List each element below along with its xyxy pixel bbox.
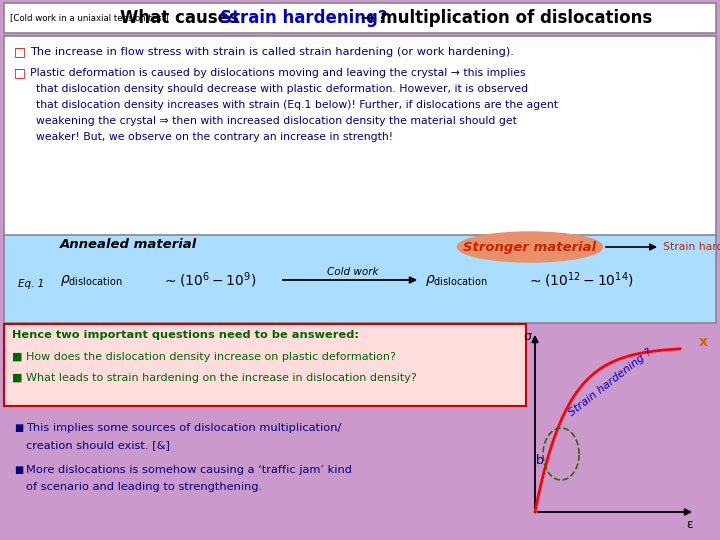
Text: Eq. 1: Eq. 1 [18,279,44,289]
Text: Strain hardening?: Strain hardening? [220,9,387,27]
Text: σ: σ [523,330,531,343]
Text: $\sim (10^6 - 10^9)$: $\sim (10^6 - 10^9)$ [162,270,256,290]
Text: x: x [698,335,708,349]
Text: b: b [536,454,544,467]
Text: More dislocations is somehow causing a ‘traffic jam’ kind: More dislocations is somehow causing a ‘… [26,465,352,475]
Text: ■: ■ [14,465,23,475]
FancyBboxPatch shape [4,324,526,406]
Text: that dislocation density increases with strain (Eq.1 below)! Further, if disloca: that dislocation density increases with … [36,100,558,110]
Text: ■: ■ [14,423,23,433]
Ellipse shape [457,232,603,262]
Text: The increase in flow stress with strain is called strain hardening (or work hard: The increase in flow stress with strain … [30,47,514,57]
Text: Strain hardening: Strain hardening [663,242,720,252]
FancyBboxPatch shape [4,36,716,236]
Text: What causes: What causes [120,9,245,27]
Text: Strain hardening ?: Strain hardening ? [567,347,654,417]
Text: This implies some sources of dislocation multiplication/: This implies some sources of dislocation… [26,423,341,433]
Text: $\rho_{\rm dislocation}$: $\rho_{\rm dislocation}$ [60,273,122,287]
Text: □: □ [14,66,26,79]
Text: that dislocation density should decrease with plastic deformation. However, it i: that dislocation density should decrease… [36,84,528,94]
Text: □: □ [14,45,26,58]
Text: ■ What leads to strain hardening on the increase in dislocation density?: ■ What leads to strain hardening on the … [12,373,417,383]
Text: → multiplication of dislocations: → multiplication of dislocations [355,9,652,27]
FancyBboxPatch shape [4,235,716,323]
Text: Stronger material: Stronger material [464,240,597,253]
FancyBboxPatch shape [4,3,716,33]
Text: ε: ε [687,517,693,530]
Text: Hence two important questions need to be answered:: Hence two important questions need to be… [12,330,359,340]
Text: weaker! But, we observe on the contrary an increase in strength!: weaker! But, we observe on the contrary … [36,132,393,142]
Text: $\rho_{\rm dislocation}$: $\rho_{\rm dislocation}$ [425,273,487,287]
Text: weakening the crystal ⇒ then with increased dislocation density the material sho: weakening the crystal ⇒ then with increa… [36,116,517,126]
Text: Annealed material: Annealed material [60,239,197,252]
Text: [Cold work in a uniaxial tension test]: [Cold work in a uniaxial tension test] [10,14,168,23]
Text: creation should exist. [&]: creation should exist. [&] [26,440,170,450]
Text: of scenario and leading to strengthening.: of scenario and leading to strengthening… [26,482,262,492]
Text: $\sim (10^{12} - 10^{14})$: $\sim (10^{12} - 10^{14})$ [527,270,634,290]
Text: Cold work: Cold work [327,267,379,277]
Text: ■ How does the dislocation density increase on plastic deformation?: ■ How does the dislocation density incre… [12,352,396,362]
Text: Plastic deformation is caused by dislocations moving and leaving the crystal → t: Plastic deformation is caused by disloca… [30,68,526,78]
